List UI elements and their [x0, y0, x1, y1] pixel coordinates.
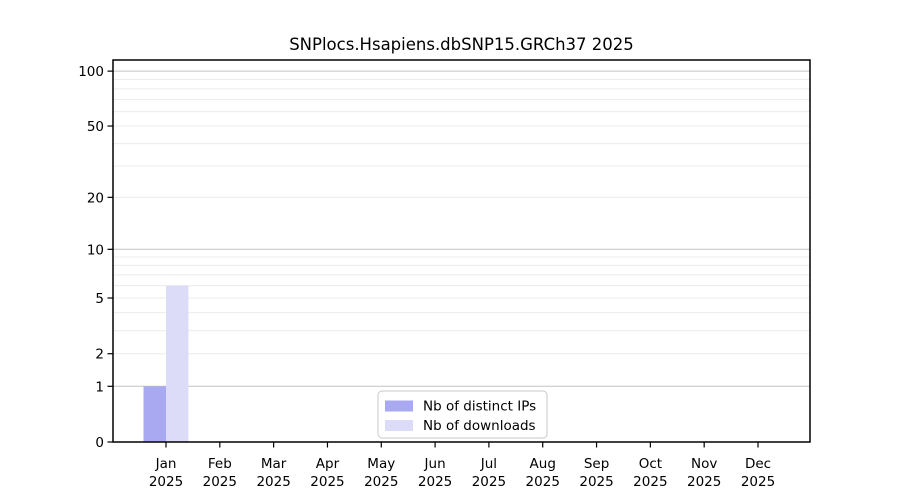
axes-spines [112, 59, 811, 443]
y-tick-label: 2 [95, 347, 104, 363]
x-tick-label-year: 2025 [687, 474, 721, 490]
x-tick-label-month: Dec [745, 456, 771, 472]
x-tick-label-year: 2025 [633, 474, 667, 490]
x-tick-label-year: 2025 [310, 474, 344, 490]
legend-label-distinct-ips: Nb of distinct IPs [423, 399, 536, 415]
x-tick-label-month: Mar [261, 456, 287, 472]
y-tick-label: 1 [95, 379, 104, 395]
x-tick-label-month: Feb [208, 456, 232, 472]
x-tick-label-year: 2025 [364, 474, 398, 490]
x-tick-label-year: 2025 [741, 474, 775, 490]
y-tick-label: 50 [87, 119, 104, 135]
y-tick-label: 0 [95, 435, 104, 451]
x-tick-label-year: 2025 [418, 474, 452, 490]
x-tick-label-year: 2025 [472, 474, 506, 490]
bar-jan-downloads [166, 285, 189, 442]
x-tick-label-month: Nov [691, 456, 717, 472]
y-tick-label: 20 [87, 190, 104, 206]
x-tick-label-month: Jan [155, 456, 177, 472]
x-tick-label-year: 2025 [526, 474, 560, 490]
chart-title: SNPlocs.Hsapiens.dbSNP15.GRCh37 2025 [289, 35, 634, 54]
plot-area [113, 60, 810, 442]
legend-swatch-downloads [385, 420, 413, 431]
x-tick-label-year: 2025 [149, 474, 183, 490]
x-tick-label-month: Aug [530, 456, 556, 472]
y-tick-label: 10 [87, 242, 104, 258]
x-tick-label-month: Oct [639, 456, 662, 472]
x-tick-label-month: Sep [584, 456, 609, 472]
x-tick-label-year: 2025 [203, 474, 237, 490]
legend-swatch-distinct-ips [385, 400, 413, 412]
bar-jan-distinct-ips [143, 386, 166, 442]
legend-label-downloads: Nb of downloads [423, 418, 536, 434]
x-tick-label-year: 2025 [256, 474, 290, 490]
x-tick-label-month: May [367, 456, 395, 472]
x-tick-label-month: Jun [424, 456, 446, 472]
legend-box [377, 390, 548, 439]
x-tick-label-month: Jul [480, 456, 497, 472]
y-tick-label: 100 [78, 64, 104, 80]
x-tick-label-year: 2025 [579, 474, 613, 490]
x-tick-label-month: Apr [316, 456, 340, 472]
y-tick-label: 5 [95, 291, 104, 307]
